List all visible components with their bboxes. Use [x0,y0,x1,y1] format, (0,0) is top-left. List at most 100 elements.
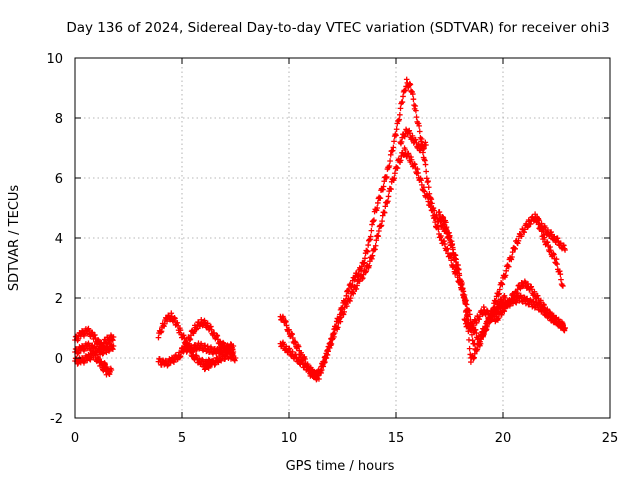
data-point [110,334,117,340]
data-point [381,209,388,216]
x-tick-label: 15 [388,431,405,446]
data-point [554,261,560,267]
data-point [379,218,385,224]
data-point [538,297,544,304]
chart-title: Day 136 of 2024, Sidereal Day-to-day VTE… [66,20,609,36]
data-point [435,226,442,232]
data-point [512,245,518,252]
data-point [416,123,422,129]
data-point [562,247,568,253]
data-point [413,107,419,114]
data-point [325,348,331,355]
data-series [72,76,568,383]
data-point [108,367,115,373]
data-point [499,281,506,288]
data-point [560,283,566,289]
data-point [535,216,541,223]
data-point [448,257,455,264]
data-point [407,81,414,88]
data-point [362,255,368,262]
data-point [455,266,462,272]
data-point [416,128,423,135]
data-point [371,217,377,223]
data-point [391,138,397,145]
data-point [201,366,208,373]
data-point [444,245,451,252]
axis-ticks: 0 5 10 15 20 25 -2 0 2 4 6 8 10 [46,52,618,446]
data-point [462,299,468,306]
data-point [385,193,392,200]
data-point [415,170,421,176]
data-point [496,286,503,293]
data-point [190,348,196,354]
data-point [459,285,466,291]
data-point [531,289,538,295]
data-point [493,299,499,305]
data-point [469,331,475,338]
data-point [387,158,393,164]
data-point [97,351,103,358]
data-point [318,367,325,373]
y-tick-label: 0 [55,352,63,367]
data-point [183,349,190,355]
data-point [473,319,480,326]
data-point [462,309,469,315]
data-point [372,242,379,249]
data-point [399,99,406,105]
data-point [453,256,459,263]
data-point [230,343,237,349]
y-tick-label: 6 [55,172,63,187]
data-point [425,178,431,184]
data-point [374,205,380,211]
data-point [425,184,432,191]
data-point [443,219,449,226]
data-point [383,174,390,180]
data-point [211,362,218,368]
data-point [459,280,465,286]
data-point [553,256,560,262]
data-point [386,163,393,169]
data-point [202,342,208,349]
data-point [422,161,429,168]
data-point [110,343,117,349]
data-point [557,271,564,277]
data-point [364,248,371,255]
data-point [505,263,512,270]
data-point [380,183,387,190]
data-point [369,252,376,259]
data-point [410,96,417,102]
data-point [193,346,200,353]
x-tick-label: 0 [71,431,79,446]
data-point [289,349,296,355]
data-point [394,165,401,171]
data-point [172,315,178,322]
x-tick-label: 5 [178,431,186,446]
data-point [461,292,468,298]
data-point [393,126,400,133]
y-tick-label: 2 [55,292,63,307]
data-point [368,227,375,234]
grid [75,58,610,418]
data-point [466,345,473,352]
data-point [232,355,239,361]
data-point [367,233,374,240]
y-tick-label: 4 [55,232,63,247]
data-point [397,112,403,118]
y-tick-label: -2 [50,412,63,427]
data-point [377,195,384,201]
data-point [322,355,329,361]
data-point [518,233,525,239]
data-point [443,224,450,230]
data-point [296,354,302,361]
x-axis-label: GPS time / hours [286,459,395,474]
x-tick-label: 20 [495,431,512,446]
data-point [562,325,568,331]
data-point [375,233,382,240]
data-point [423,168,429,175]
x-tick-label: 25 [602,431,619,446]
data-point [449,241,456,247]
data-point [418,136,425,142]
x-tick-label: 10 [281,431,298,446]
data-point [388,186,394,192]
